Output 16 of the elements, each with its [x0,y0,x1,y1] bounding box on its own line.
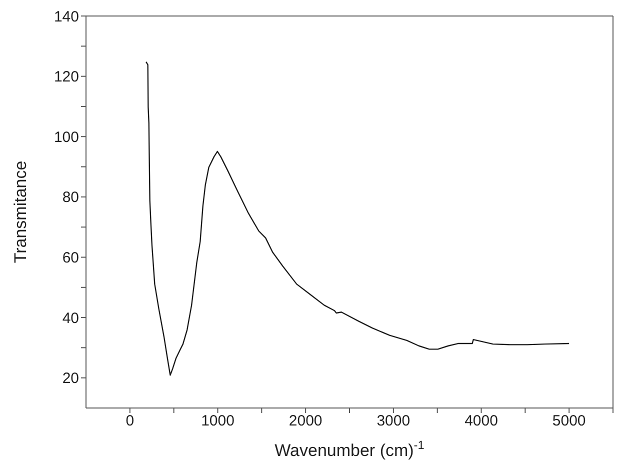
y-tick-label: 120 [54,68,79,86]
y-tick-label: 80 [62,189,79,206]
y-tick-label: 40 [62,310,79,327]
y-tick-label: 60 [62,250,79,267]
x-tick-label: 0 [126,412,134,430]
y-axis-title: Transmitance [11,160,30,264]
x-tick-label: 5000 [552,412,586,430]
x-axis-title: Wavenumber (cm)$^{-1}$ [274,438,425,460]
x-tick-label: 2000 [288,412,322,430]
y-tick-label: 100 [54,128,79,146]
line-series [145,61,570,376]
x-tick-label: 4000 [464,412,498,430]
y-tick-label: 20 [62,370,79,388]
x-tick-label: 3000 [376,412,410,430]
y-tick-label: 140 [54,8,79,26]
x-tick-label: 1000 [201,412,234,430]
